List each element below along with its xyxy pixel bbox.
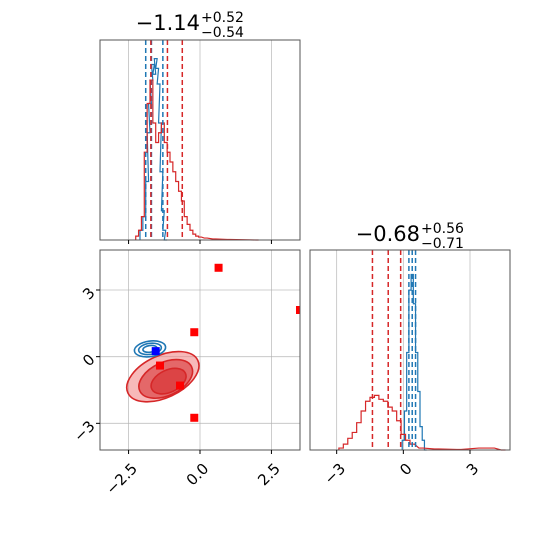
- title-1-lower: −0.71: [421, 236, 464, 252]
- marginal-1-xtick-label: 3: [463, 460, 482, 479]
- title-param-1: −0.68 +0.56 −0.71: [356, 221, 464, 252]
- marginal-1-hist-blue: [401, 273, 427, 451]
- marginal-0-hist-blue: [139, 58, 168, 241]
- title-1-upper: +0.56: [421, 221, 464, 237]
- title-0-lower: −0.54: [201, 25, 244, 41]
- joint-contour-blue: [133, 340, 167, 358]
- title-0-value: −1.14: [136, 11, 200, 35]
- marginal-panel-1: −3 0 3: [309, 249, 511, 488]
- marginal-1-hist-red: [338, 394, 506, 451]
- marginal-1-xtick-label: 0: [396, 460, 415, 479]
- title-param-0: −1.14 +0.52 −0.54: [136, 10, 244, 41]
- joint-marker-blue: [151, 347, 160, 356]
- joint-xtick-label: 0.0: [183, 460, 213, 490]
- joint-contour-blue: [137, 342, 163, 356]
- marginal-0-ticks: [128, 240, 272, 244]
- joint-marker-red: [190, 413, 199, 422]
- marginal-0-hist-red: [135, 79, 259, 241]
- marginal-panel-0: [99, 39, 301, 244]
- joint-marker-red: [190, 328, 199, 337]
- marginal-0-grid: [128, 40, 272, 240]
- joint-marker-red: [156, 361, 164, 370]
- joint-marker-red: [296, 306, 300, 314]
- joint-grid: [100, 250, 300, 450]
- title-1-value: −0.68: [356, 222, 420, 246]
- marginal-1-ticks: −3 0 3: [321, 450, 482, 488]
- joint-markers: [151, 263, 300, 422]
- joint-ytick-label: 0: [79, 350, 98, 369]
- marginal-1-quantile-lines: [371, 250, 417, 450]
- marginal-1-frame: [309, 249, 511, 451]
- marginal-1-histograms: [338, 273, 506, 451]
- marginal-1-grid: [336, 250, 471, 450]
- joint-xtick-label: 2.5: [254, 460, 284, 490]
- marginal-0-histograms: [135, 58, 259, 241]
- title-0-upper: +0.52: [201, 10, 244, 26]
- joint-marker-red: [176, 381, 184, 390]
- marginal-0-quantile-lines: [144, 40, 184, 240]
- joint-ytick-label: −3: [70, 417, 98, 445]
- joint-marker-red: [214, 263, 223, 272]
- joint-panel: −2.5 0.0 2.5 −3 0 3: [70, 249, 301, 498]
- marginal-1-xtick-label: −3: [321, 460, 349, 488]
- joint-xtick-label: −2.5: [102, 460, 140, 498]
- joint-ytick-label: 3: [79, 284, 98, 303]
